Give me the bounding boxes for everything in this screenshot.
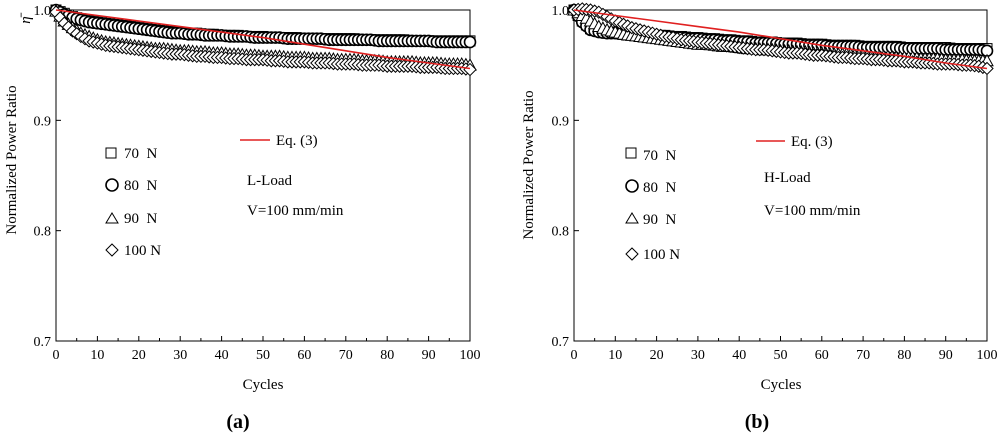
panel-a: 0 10 20 30 40 50 60 70 80 90 100 0.7 0.8 0.9 1.0 Cycle…	[4, 3, 481, 433]
x-tick-label: 20	[132, 348, 146, 363]
x-tick-label: 30	[691, 348, 705, 363]
eq3-curve	[55, 9, 471, 70]
eq3-curve	[573, 9, 988, 70]
legend-diamond-icon	[105, 243, 119, 257]
axis-ticks	[55, 9, 471, 342]
legend-label-80n: 80 N	[643, 180, 677, 196]
y-axis-label: Normalized Power Ratio	[521, 90, 537, 239]
legend-label-80n: 80 N	[124, 178, 158, 194]
axis-tick-labels: 0 10 20 30 40 50 60 70 80 90 100 0.7 0.8 0.9 1.0	[552, 4, 998, 363]
y-tick-label: 0.8	[34, 225, 52, 240]
legend-circle-icon	[105, 178, 119, 192]
legend-label-100n: 100 N	[124, 243, 161, 259]
panel-b: 0 10 20 30 40 50 60 70 80 90 100 0.7 0.8 0.9 1.0 Cycle…	[521, 2, 998, 433]
y-tick-label: 1.0	[552, 4, 570, 19]
x-axis-label: Cycles	[761, 377, 802, 393]
x-tick-label: 100	[977, 348, 998, 363]
x-tick-label: 70	[339, 348, 353, 363]
legend-label-70n: 70 N	[643, 148, 677, 164]
legend-label-70n: 70 N	[124, 146, 158, 162]
axis-ticks	[573, 9, 988, 342]
y-tick-label: 0.9	[34, 114, 52, 129]
legend-label-eq3: Eq. (3)	[791, 134, 833, 150]
speed-annotation: V=100 mm/min	[247, 203, 344, 219]
x-tick-label: 0	[53, 348, 60, 363]
panel-label: (a)	[226, 411, 249, 433]
x-tick-label: 40	[732, 348, 746, 363]
data-point-circle	[463, 35, 477, 49]
x-tick-label: 50	[774, 348, 788, 363]
x-tick-label: 50	[256, 348, 270, 363]
x-tick-label: 10	[608, 348, 622, 363]
x-axis-label: Cycles	[243, 377, 284, 393]
x-tick-label: 0	[571, 348, 578, 363]
axis-tick-labels: 0 10 20 30 40 50 60 70 80 90 100 0.7 0.8 0.9 1.0	[34, 4, 481, 363]
speed-annotation: V=100 mm/min	[764, 203, 861, 219]
x-tick-label: 90	[422, 348, 436, 363]
x-tick-label: 90	[939, 348, 953, 363]
x-tick-label: 60	[815, 348, 829, 363]
panel-label: (b)	[745, 411, 769, 433]
x-tick-label: 20	[650, 348, 664, 363]
y-axis-symbol: η̄	[18, 12, 34, 23]
legend-label-100n: 100 N	[643, 247, 680, 263]
legend-circle-icon	[625, 179, 639, 193]
load-annotation: L-Load	[247, 173, 292, 189]
y-tick-label: 0.7	[552, 335, 570, 350]
legend: 70 N 80 N 90 N 100 N Eq. (3)	[105, 133, 318, 259]
x-tick-label: 40	[215, 348, 229, 363]
y-tick-label: 0.9	[552, 114, 570, 129]
x-tick-label: 60	[297, 348, 311, 363]
legend-square-icon	[105, 147, 117, 159]
legend-label-90n: 90 N	[124, 211, 158, 227]
legend-triangle-icon	[625, 212, 639, 224]
x-tick-label: 10	[90, 348, 104, 363]
legend-label-90n: 90 N	[643, 212, 677, 228]
y-tick-label: 0.8	[552, 225, 570, 240]
x-tick-label: 70	[856, 348, 870, 363]
load-annotation: H-Load	[764, 170, 811, 186]
data-markers	[567, 2, 994, 76]
legend-triangle-icon	[105, 212, 119, 224]
y-tick-label: 1.0	[34, 4, 52, 19]
legend: 70 N 80 N 90 N 100 N Eq. (3)	[625, 134, 833, 263]
y-tick-label: 0.7	[34, 335, 52, 350]
legend-label-eq3: Eq. (3)	[276, 133, 318, 149]
x-tick-label: 30	[173, 348, 187, 363]
data-markers	[49, 3, 477, 77]
x-tick-label: 100	[460, 348, 481, 363]
x-tick-label: 80	[380, 348, 394, 363]
legend-square-icon	[625, 147, 637, 159]
legend-diamond-icon	[625, 247, 639, 261]
y-axis-label: Normalized Power Ratio	[4, 85, 20, 234]
x-tick-label: 80	[897, 348, 911, 363]
